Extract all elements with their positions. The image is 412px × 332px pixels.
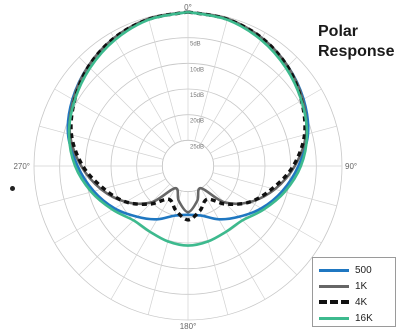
bullet-dot [10,186,15,191]
legend-swatch-4k [319,300,349,304]
grid-spoke [39,125,164,160]
angle-labels: 0° 90° 180° 270° [13,3,357,331]
grid-spoke [210,178,322,244]
chart-title: Polar Response [318,22,394,62]
legend-label-16k: 16K [355,312,373,324]
angle-label-left: 270° [13,162,30,171]
legend-label-1k: 1K [355,280,368,292]
grid-spoke [194,17,229,142]
legend-label-500: 500 [355,264,372,276]
angle-label-top: 0° [184,3,192,12]
grid-spoke [147,190,182,315]
legend-swatch-500 [319,268,349,272]
grid-spoke [200,188,266,300]
legend-swatch-1k [319,284,349,288]
grid-spoke [78,56,171,149]
ring-tick-labels: 5dB 10dB 15dB 20dB 25dB [190,42,204,151]
grid-spoke [78,183,171,276]
legend-item-4k: 4K [319,295,367,309]
grid-spoke [205,183,298,276]
grid-ring [161,139,215,193]
polar-grid [33,11,343,321]
legend-item-1k: 1K [319,279,367,293]
angle-label-bottom: 180° [180,322,197,331]
chart-title-line-1: Polar [318,23,359,40]
grid-spoke [205,56,298,149]
chart-title-line-2: Response [318,43,395,60]
legend-swatch-16k [319,316,349,320]
ring-label: 25dB [190,144,204,150]
grid-spoke [147,17,182,142]
ring-label: 10dB [190,67,204,73]
legend: 500 1K 4K 16K [312,257,396,327]
ring-label: 5dB [190,42,201,48]
ring-label: 20dB [190,119,204,125]
ring-label: 15dB [190,93,204,99]
grid-spoke [212,125,337,160]
angle-label-right: 90° [345,162,357,171]
series-lines [66,10,310,247]
grid-spoke [54,178,166,244]
grid-spoke [110,188,176,300]
legend-label-4k: 4K [355,296,368,308]
legend-item-16k: 16K [319,311,373,325]
legend-item-500: 500 [319,263,372,277]
grid-spoke [200,32,266,144]
series-line-16k [67,10,309,247]
grid-spoke [110,32,176,144]
